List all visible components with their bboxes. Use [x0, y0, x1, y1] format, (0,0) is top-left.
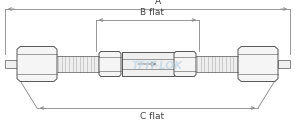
Bar	[196, 56, 238, 72]
Text: C flat: C flat	[140, 112, 165, 121]
Polygon shape	[99, 52, 121, 77]
Text: A: A	[155, 0, 160, 6]
Text: TFIT-LOK: TFIT-LOK	[132, 61, 183, 71]
Text: B flat: B flat	[140, 8, 165, 17]
Polygon shape	[174, 52, 196, 77]
Bar	[278, 60, 290, 68]
Polygon shape	[238, 46, 278, 82]
Polygon shape	[17, 46, 57, 82]
Bar	[5, 60, 17, 68]
Bar	[122, 52, 173, 76]
Bar	[57, 56, 99, 72]
